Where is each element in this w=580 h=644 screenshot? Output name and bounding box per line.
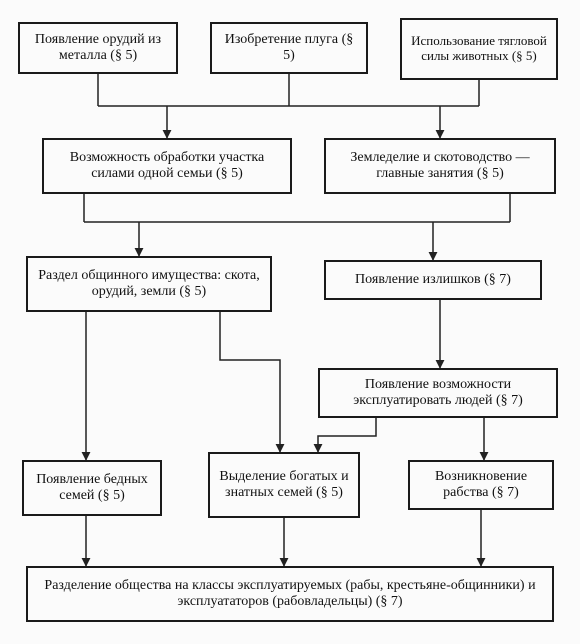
flowchart-node-n1: Появление орудий из металла (§ 5)	[18, 22, 178, 74]
flowchart-node-n7: Появление излишков (§ 7)	[324, 260, 542, 300]
flowchart-node-n8: Появление возможности эксплуатировать лю…	[318, 368, 558, 418]
flowchart-edge	[318, 418, 376, 452]
flowchart-node-n9: Появление бед­ных семей (§ 5)	[22, 460, 162, 516]
flowchart-node-n3: Использование тягловой силы животных (§ …	[400, 18, 558, 80]
flowchart-node-n2: Изобретение плуга (§ 5)	[210, 22, 368, 74]
flowchart-edge	[220, 312, 280, 452]
flowchart-node-n12: Разделение общества на классы эксплуатир…	[26, 566, 554, 622]
flowchart-node-n4: Возможность обработки участка силами одн…	[42, 138, 292, 194]
flowchart-edges	[0, 0, 580, 644]
flowchart-node-n5: Земледелие и скотоводство — главные заня…	[324, 138, 556, 194]
flowchart-node-n6: Раздел общинного имущества: скота, оруди…	[26, 256, 272, 312]
flowchart-node-n11: Возникновение рабства (§ 7)	[408, 460, 554, 510]
flowchart-node-n10: Выделение бога­тых и знатных семей (§ 5)	[208, 452, 360, 518]
